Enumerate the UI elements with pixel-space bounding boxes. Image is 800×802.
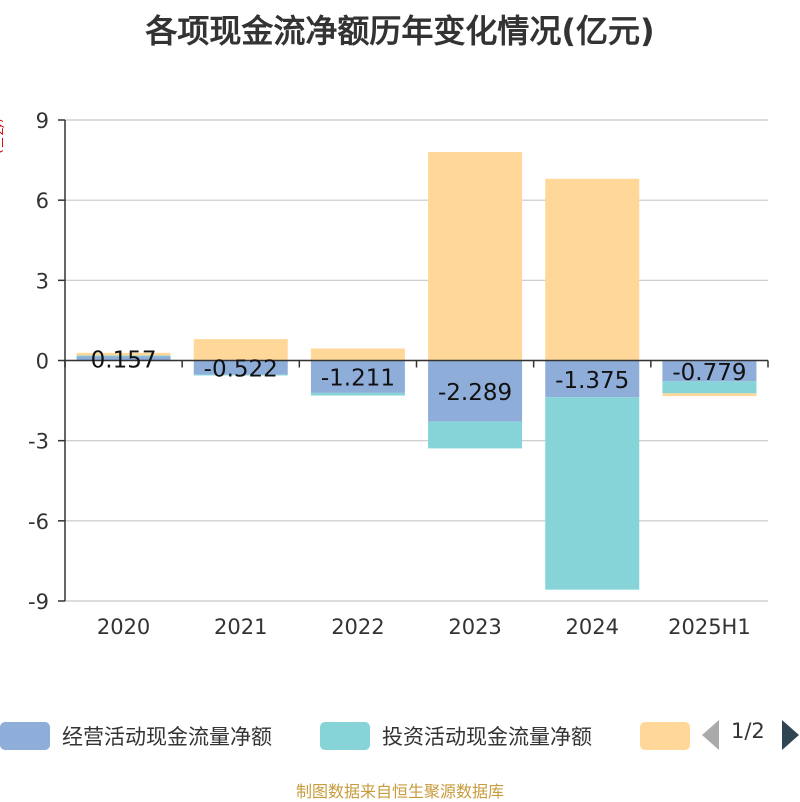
bar-investing-2025H1	[662, 381, 757, 394]
x-tick-label-2024: 2024	[566, 615, 619, 639]
y-tick-label: 9	[36, 109, 49, 133]
legend: 经营活动现金流量净额 投资活动现金流量净额	[0, 716, 800, 756]
bar-investing-2021	[193, 374, 288, 376]
bar-operating-2021	[193, 360, 288, 375]
legend-item-third-series[interactable]	[640, 716, 690, 756]
legend-page-indicator: 1/2	[731, 719, 765, 743]
source-note: 制图数据来自恒生聚源数据库	[295, 782, 504, 801]
bar-operating-2024	[545, 360, 640, 398]
bar-investing-2024	[545, 397, 640, 590]
legend-item-investing[interactable]: 投资活动现金流量净额	[320, 716, 592, 756]
bar-investing-2022	[310, 392, 405, 396]
y-tick-label: 0	[36, 350, 49, 374]
x-tick-label-2025H1: 2025H1	[668, 615, 751, 639]
bar-operating-2022	[310, 360, 405, 393]
y-tick-label: -3	[28, 430, 49, 454]
bar-third-2025H1	[662, 393, 757, 397]
legend-label-investing: 投资活动现金流量净额	[382, 725, 592, 749]
bar-operating-2025H1	[662, 360, 757, 382]
bar-third-2022	[310, 348, 405, 361]
x-tick-label-2023: 2023	[448, 615, 501, 639]
bar-third-2024	[545, 178, 640, 361]
legend-item-operating[interactable]: 经营活动现金流量净额	[0, 716, 272, 756]
data-label-2021: -0.522	[204, 356, 278, 382]
x-tick-label-2021: 2021	[214, 615, 267, 639]
y-tick-label: 3	[36, 269, 49, 293]
bar-third-2020	[76, 352, 171, 356]
bar-third-2023	[428, 152, 523, 361]
legend-next-page-icon[interactable]	[782, 720, 799, 750]
legend-prev-page-icon[interactable]	[702, 720, 719, 750]
chart-title: 各项现金流净额历年变化情况(亿元)	[145, 12, 655, 50]
legend-label-operating: 经营活动现金流量净额	[62, 725, 272, 749]
bar-operating-2023	[428, 360, 523, 422]
data-label-2025H1: -0.779	[672, 360, 746, 386]
x-tick-label-2020: 2020	[97, 615, 150, 639]
y-tick-label: -6	[28, 510, 49, 534]
data-label-2024: -1.375	[555, 368, 629, 394]
data-label-2020: 0.157	[91, 347, 157, 373]
bar-operating-2020	[76, 356, 171, 361]
bar-third-2021	[193, 339, 288, 361]
y-tick-label: 6	[36, 189, 49, 213]
legend-swatch-third-series	[640, 722, 690, 750]
bar-investing-2023	[428, 421, 523, 449]
legend-swatch-operating	[0, 722, 50, 750]
x-tick-label-2022: 2022	[331, 615, 384, 639]
data-label-2023: -2.289	[438, 380, 512, 406]
legend-swatch-investing	[320, 722, 370, 750]
chart-plot: 9 6 3 0 -3 -6 -9 0.157 -0.522 -1.211 -2.289 -1.375 -…	[28, 109, 769, 639]
data-label-2022: -1.211	[321, 366, 395, 392]
bar-investing-2020	[76, 355, 171, 357]
y-tick-label: -9	[28, 590, 49, 614]
